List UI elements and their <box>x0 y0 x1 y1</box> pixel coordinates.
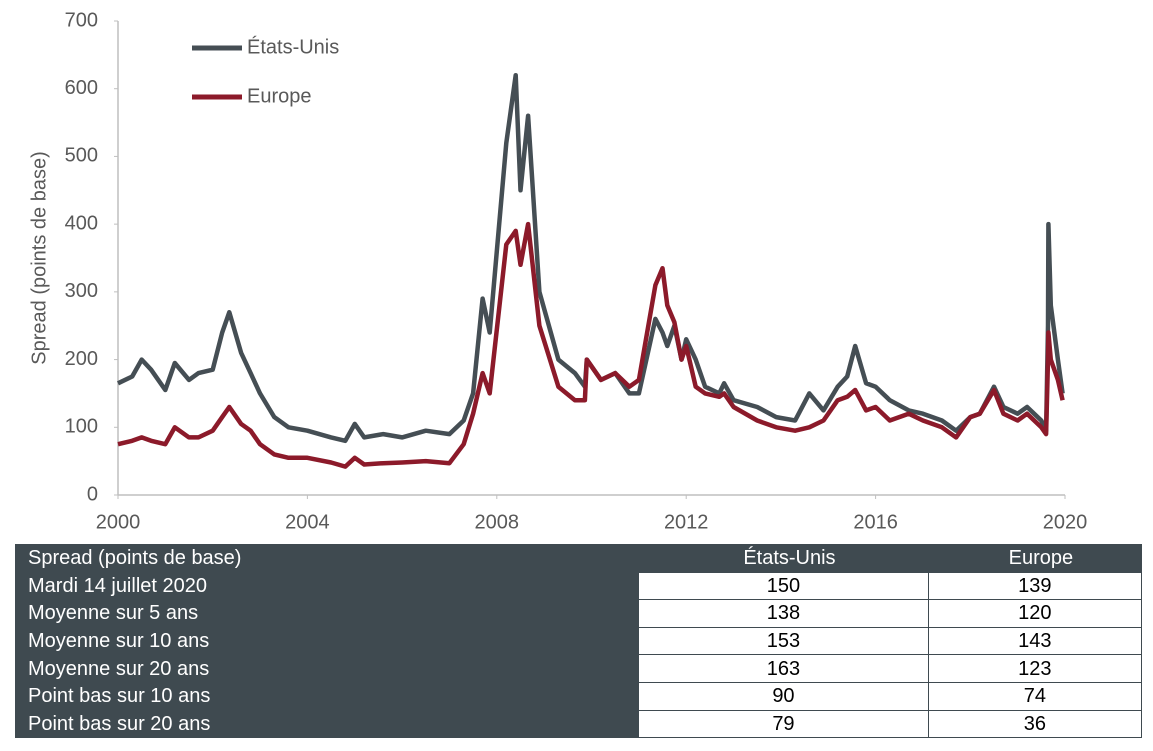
y-axis-label: Spread (points de base) <box>28 151 50 364</box>
table-row: Point bas sur 20 ans 79 36 <box>14 709 1143 739</box>
y-tick-label: 0 <box>87 483 98 505</box>
table-cell: 143 <box>927 626 1143 656</box>
table-row: Moyenne sur 10 ans 153 143 <box>14 626 1143 656</box>
row-label: Moyenne sur 20 ans <box>14 654 640 683</box>
table-cell: 74 <box>927 681 1143 711</box>
y-tick-label: 300 <box>65 280 98 302</box>
y-tick-label: 400 <box>65 212 98 234</box>
row-label: Point bas sur 10 ans <box>14 681 640 711</box>
series-line <box>117 72 1065 444</box>
table-cell: 150 <box>638 571 929 601</box>
x-tick-label: 2008 <box>475 511 520 533</box>
table-cell: 36 <box>927 709 1143 739</box>
x-tick-label: 2016 <box>853 511 898 533</box>
table-row: Moyenne sur 5 ans 138 120 <box>14 599 1143 628</box>
table-cell: 79 <box>638 709 929 739</box>
table-cell: 120 <box>927 599 1143 628</box>
chart: Spread (points de base) 0 100 200 300 400 500… <box>28 9 1088 533</box>
x-tick-label: 2020 <box>1043 511 1088 533</box>
header-cell: Spread (points de base) <box>14 544 640 573</box>
x-tick-label: 2012 <box>664 511 709 533</box>
legend-label: États-Unis <box>247 35 339 58</box>
header-cell: Europe <box>927 544 1143 573</box>
table-cell: 123 <box>927 654 1143 683</box>
y-tick-label: 700 <box>65 9 98 31</box>
y-tick-label: 200 <box>65 348 98 370</box>
x-tick-label: 2000 <box>96 511 141 533</box>
table-cell: 90 <box>638 681 929 711</box>
y-tick-label: 500 <box>65 145 98 167</box>
table-row: Point bas sur 10 ans 90 74 <box>14 681 1143 711</box>
legend-label: Europe <box>247 85 312 107</box>
header-cell: États-Unis <box>638 544 929 573</box>
row-label: Point bas sur 20 ans <box>14 709 640 739</box>
row-label: Moyenne sur 5 ans <box>14 599 640 628</box>
table-cell: 139 <box>927 571 1143 601</box>
x-tick-label: 2004 <box>285 511 330 533</box>
table-row: Mardi 14 juillet 2020 150 139 <box>14 571 1143 601</box>
table-cell: 153 <box>638 626 929 656</box>
header-row: Spread (points de base) États-Unis Europe <box>14 544 1143 573</box>
y-tick-label: 600 <box>65 77 98 99</box>
y-tick-label: 100 <box>65 416 98 438</box>
table-row: Moyenne sur 20 ans 163 123 <box>14 654 1143 683</box>
series-line <box>117 221 1065 469</box>
row-label: Moyenne sur 10 ans <box>14 626 640 656</box>
table-cell: 138 <box>638 599 929 628</box>
table-cell: 163 <box>638 654 929 683</box>
summary-table: Spread (points de base) États-Unis Europe M… <box>14 544 1143 739</box>
row-label: Mardi 14 juillet 2020 <box>14 571 640 601</box>
